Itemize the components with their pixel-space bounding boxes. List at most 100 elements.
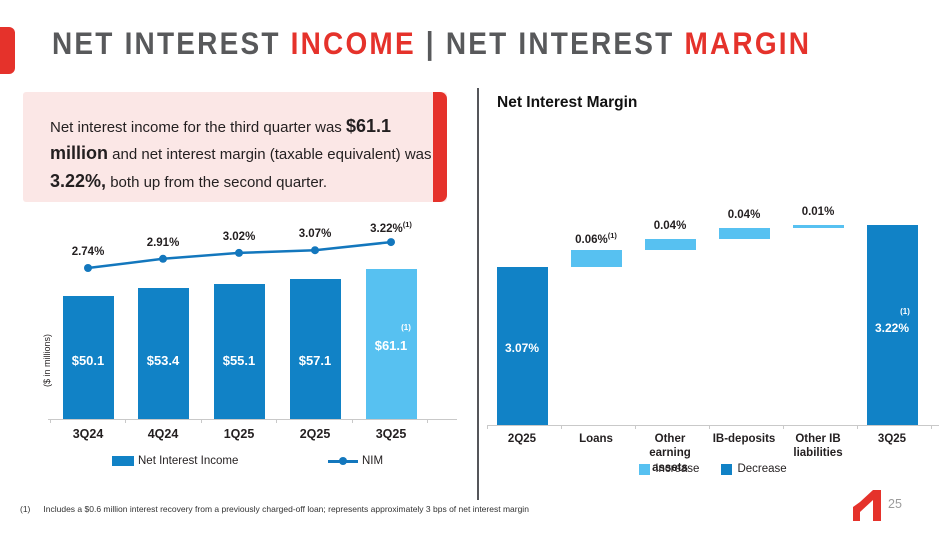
callout-accent-bar: [433, 92, 447, 202]
bar-value-label: $50.1: [71, 353, 105, 368]
title-segment: NET INTEREST: [445, 26, 685, 61]
title-segment: NET INTEREST: [52, 26, 291, 61]
page-number: 25: [888, 497, 902, 511]
axis-tick: [200, 419, 202, 423]
footnote: (1) Includes a $0.6 million interest reco…: [20, 504, 529, 514]
title-accent-segment: INCOME: [290, 26, 416, 61]
callout-segment: and net interest margin (taxable equival…: [108, 146, 432, 164]
nii-bar-1Q25: [213, 284, 265, 419]
x-axis: [48, 419, 457, 420]
callout-segment: $61.1 million: [50, 116, 392, 164]
legend-label: Increase: [655, 463, 700, 475]
axis-tick: [276, 419, 278, 423]
wf-x-label-line: liabilities: [793, 447, 843, 460]
nim-point-label: 3.07%: [298, 228, 332, 241]
axis-tick: [125, 419, 127, 423]
wf-x-label-5: 3Q25: [855, 432, 929, 446]
bar-value-label: $55.1: [222, 353, 256, 368]
bar-value-label: $53.4: [146, 353, 180, 368]
axis-tick: [50, 419, 51, 423]
wf-x-label-line: IB-deposits: [712, 433, 776, 445]
wf-x-label-line: Other earning: [649, 433, 691, 460]
y-axis-label: ($ in millions): [42, 333, 52, 387]
legend-item-increase: Increase: [639, 463, 699, 475]
legend-label: NIM: [362, 455, 384, 467]
x-label-4Q24: 4Q24: [147, 427, 179, 441]
wf-x-label-line: Other IB: [795, 433, 841, 445]
decrease-swatch: [721, 463, 733, 475]
wf-total-label: 3.22%: [874, 321, 910, 335]
axis-tick: [931, 425, 932, 429]
wf-bar-2Q25: [496, 267, 548, 425]
axis-tick: [351, 419, 353, 423]
wf-x-label-0: 2Q25: [485, 432, 559, 446]
legend-item-net-interest-income: Net Interest Income: [112, 455, 238, 467]
x-label-3Q24: 3Q24: [72, 427, 104, 441]
wf-increase-label: 0.04%: [653, 220, 687, 232]
wf-x-label-line: 3Q25: [877, 433, 907, 445]
wf-x-label-2: Other earning assets: [633, 432, 707, 475]
wf-x-label-line: 2Q25: [507, 433, 537, 445]
left-chart-legend: Net Interest Income NIM: [40, 455, 462, 473]
nim-point-label: 2.91%: [146, 236, 180, 249]
axis-tick: [783, 425, 784, 429]
title-accent-chip: [0, 27, 15, 74]
wf-increase-label: 0.01%: [801, 206, 835, 218]
wf-x-label-1: Loans: [559, 432, 633, 446]
wf-footnote: (1): [900, 307, 910, 316]
title-segment: |: [415, 26, 446, 61]
legend-item-nim: NIM: [328, 455, 383, 467]
highlight-callout: Net interest income for the third quarte…: [23, 92, 447, 202]
callout-segment: both up from the second quarter.: [106, 173, 328, 191]
wf-x-label-4: Other IB liabilities: [781, 432, 855, 461]
wf-increase-label: 0.04%: [727, 209, 761, 221]
nim-line-swatch: [328, 457, 358, 465]
legend-item-decrease: Decrease: [721, 463, 787, 475]
wf-x-label-line: assets: [652, 461, 688, 474]
callout-text: Net interest income for the third quarte…: [50, 113, 432, 195]
wf-bar-Loans: [570, 250, 622, 267]
legend-label: Decrease: [737, 463, 787, 475]
bar-value-label: $57.1: [298, 353, 332, 368]
wf-bar-Other IB-liabilities: [792, 225, 844, 228]
wf-footnote: (1): [607, 231, 617, 240]
x-label-3Q25: 3Q25: [375, 427, 407, 441]
panel-divider: [477, 88, 479, 500]
x-label-1Q25: 1Q25: [223, 427, 255, 441]
x-axis: [487, 425, 939, 426]
wf-bar-3Q25: [866, 225, 918, 425]
axis-tick: [857, 425, 858, 429]
increase-swatch: [639, 463, 651, 475]
axis-tick: [709, 425, 710, 429]
axis-tick: [561, 425, 562, 429]
net-interest-margin-waterfall: Increase Decrease 3.07% 2Q25 0.06%(1) Loans…: [487, 195, 942, 490]
bar-value-label: $61.1: [374, 338, 408, 353]
nii-bar-3Q25: [365, 269, 417, 419]
nim-point-label: 3.22%(1): [370, 220, 412, 235]
bar-footnote: (1): [401, 323, 411, 332]
nim-footnote: (1): [402, 220, 412, 230]
nii-bar-2Q25: [289, 279, 341, 419]
wf-x-label-3: IB-deposits: [707, 432, 781, 446]
title-accent-segment: MARGIN: [684, 26, 812, 61]
net-interest-income-chart: $50.1 3Q24 $53.4 4Q24 $55.1 1Q25 $57.1 2Q25 $61.…: [40, 210, 462, 455]
footnote-text: Includes a $0.6 million interest recover…: [43, 504, 529, 514]
wf-increase-label: 0.06%(1): [575, 231, 617, 246]
footer-divider: [876, 491, 879, 521]
wf-total-label: 3.07%: [504, 341, 540, 355]
axis-tick: [635, 425, 636, 429]
wf-x-label-line: Loans: [579, 433, 613, 445]
nim-point-label: 2.74%: [71, 246, 105, 258]
nim-dot-swatch: [339, 457, 347, 465]
wf-bar-IB-deposits: [718, 228, 770, 239]
nim-point-label: 3.02%: [222, 230, 256, 243]
callout-segment: Net interest income for the third quarte…: [50, 119, 346, 136]
nii-bar-3Q24: [62, 296, 114, 419]
callout-segment: 3.22%,: [50, 170, 107, 191]
wf-bar-Other earning-assets: [644, 239, 696, 250]
page-title: NET INTEREST INCOME | NET INTEREST MARGI…: [52, 26, 811, 62]
net-interest-income-swatch: [112, 456, 134, 466]
footnote-marker: (1): [20, 504, 31, 514]
waterfall-chart-title: Net Interest Margin: [497, 94, 638, 111]
axis-tick: [427, 419, 428, 423]
